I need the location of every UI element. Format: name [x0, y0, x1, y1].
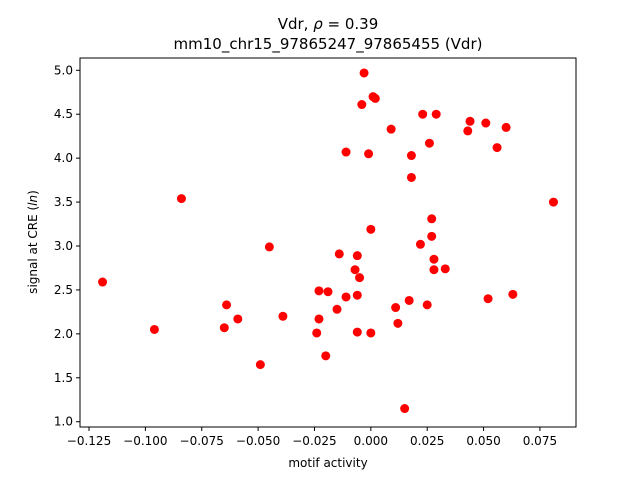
data-point-40	[424, 138, 434, 148]
data-point-24	[359, 68, 369, 78]
data-point-37	[415, 239, 425, 249]
y-tick-label-5: 3.5	[54, 195, 73, 209]
data-point-14	[332, 304, 342, 314]
data-point-41	[427, 214, 437, 224]
data-point-8	[278, 311, 288, 321]
data-point-4	[222, 300, 232, 310]
data-point-54	[548, 197, 558, 207]
data-point-13	[323, 287, 333, 297]
data-point-32	[393, 318, 403, 328]
data-point-22	[355, 273, 365, 283]
data-point-9	[312, 328, 322, 338]
data-point-35	[406, 151, 416, 161]
data-point-26	[366, 328, 376, 338]
x-tick-label-3: −0.050	[236, 434, 280, 448]
y-tick-label-2: 2.0	[54, 327, 73, 341]
data-point-16	[341, 292, 351, 302]
data-point-25	[364, 149, 374, 159]
x-tick-label-7: 0.050	[466, 434, 500, 448]
y-axis-ticks: 1.0 1.5 2.0 2.5 3.0 3.5 4.0 4.5 5.0	[54, 63, 80, 429]
x-tick-label-8: 0.075	[523, 434, 557, 448]
data-point-51	[492, 143, 502, 153]
x-tick-label-4: −0.025	[292, 434, 336, 448]
y-tick-label-6: 4.0	[54, 151, 73, 165]
data-point-6	[255, 360, 265, 370]
y-axis-label: signal at CRE (ln)	[26, 190, 40, 294]
data-point-2	[176, 194, 186, 204]
data-point-7	[264, 242, 274, 252]
data-point-38	[418, 109, 428, 119]
data-point-52	[501, 122, 511, 132]
y-tick-label-4: 3.0	[54, 239, 73, 253]
data-point-5	[233, 314, 243, 324]
data-point-43	[429, 254, 439, 264]
data-point-48	[465, 116, 475, 126]
y-tick-label-0: 1.0	[54, 415, 73, 429]
x-tick-label-2: −0.075	[180, 434, 224, 448]
y-tick-label-8: 5.0	[54, 63, 73, 77]
data-point-20	[352, 327, 362, 337]
data-point-39	[422, 300, 432, 310]
data-point-12	[321, 351, 331, 361]
x-tick-label-6: 0.025	[410, 434, 444, 448]
data-point-17	[341, 147, 351, 157]
y-tick-label-3: 2.5	[54, 283, 73, 297]
data-point-21	[352, 251, 362, 261]
plot-frame	[79, 57, 577, 428]
x-axis-label: motif activity	[288, 456, 367, 470]
data-point-27	[366, 224, 376, 234]
data-point-30	[386, 124, 396, 134]
data-point-29	[370, 93, 380, 103]
data-point-44	[429, 265, 439, 275]
data-points	[98, 68, 558, 414]
y-tick-label-7: 4.5	[54, 107, 73, 121]
x-tick-label-0: −0.125	[67, 434, 111, 448]
data-point-36	[406, 172, 416, 182]
x-tick-label-1: −0.100	[123, 434, 167, 448]
x-axis-ticks: −0.125 −0.100 −0.075 −0.050 −0.025 0.000 0.025…	[67, 427, 557, 448]
data-point-31	[391, 303, 401, 313]
data-point-0	[98, 277, 108, 287]
data-point-45	[431, 109, 441, 119]
data-point-15	[334, 249, 344, 259]
data-point-18	[350, 265, 360, 275]
data-point-47	[463, 126, 473, 136]
data-point-1	[149, 324, 159, 334]
chart-title-line2: mm10_chr15_97865247_97865455 (Vdr)	[174, 35, 483, 54]
x-tick-label-5: 0.000	[354, 434, 388, 448]
data-point-46	[440, 264, 450, 274]
data-point-53	[508, 289, 518, 299]
data-point-11	[314, 286, 324, 296]
data-point-50	[483, 294, 493, 304]
data-point-34	[404, 295, 414, 305]
data-point-10	[314, 314, 324, 324]
data-point-3	[219, 323, 229, 333]
data-point-42	[427, 231, 437, 241]
data-point-23	[357, 100, 367, 110]
y-tick-label-1: 1.5	[54, 371, 73, 385]
chart-title-line1: Vdr, ρ = 0.39	[278, 15, 379, 33]
data-point-19	[352, 290, 362, 300]
data-point-49	[481, 118, 491, 128]
data-point-33	[400, 404, 410, 414]
